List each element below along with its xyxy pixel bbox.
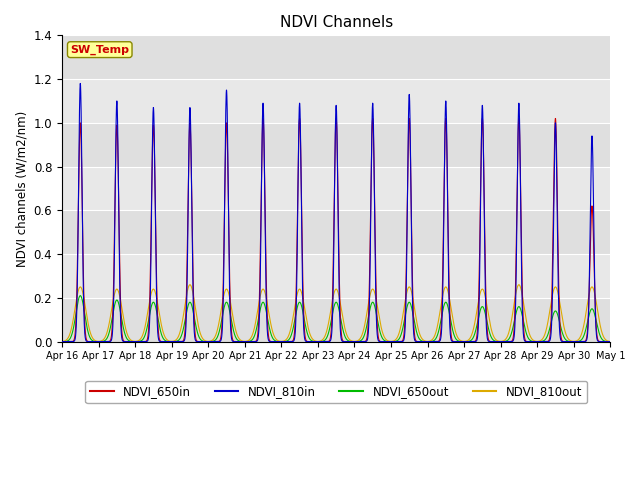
NDVI_810in — [490, 339, 497, 345]
NDVI_810in — [76, 81, 84, 86]
NDVI_810in — [412, 338, 420, 344]
NDVI_810out — [607, 338, 614, 344]
NDVI_650out — [170, 339, 177, 345]
NDVI_810out — [412, 313, 420, 319]
NDVI_810in — [607, 339, 614, 345]
NDVI_810out — [264, 300, 271, 306]
NDVI_650out — [175, 336, 183, 342]
NDVI_810out — [515, 282, 523, 288]
NDVI_650in — [175, 339, 183, 345]
Bar — [62, 123, 611, 167]
NDVI_810in — [264, 328, 271, 334]
Bar — [62, 210, 611, 254]
NDVI_650out — [605, 339, 612, 345]
NDVI_650in — [490, 339, 497, 345]
NDVI_810in — [58, 339, 66, 345]
NDVI_650out — [58, 339, 66, 345]
NDVI_810out — [58, 338, 66, 344]
Line: NDVI_810in: NDVI_810in — [62, 84, 611, 342]
NDVI_650in — [58, 339, 66, 345]
Y-axis label: NDVI channels (W/m2/nm): NDVI channels (W/m2/nm) — [15, 110, 28, 266]
NDVI_810in — [175, 339, 183, 345]
NDVI_810in — [605, 339, 612, 345]
NDVI_650in — [552, 116, 559, 121]
NDVI_810out — [175, 331, 183, 337]
Legend: NDVI_650in, NDVI_810in, NDVI_650out, NDVI_810out: NDVI_650in, NDVI_810in, NDVI_650out, NDV… — [85, 381, 587, 403]
NDVI_650out — [607, 339, 614, 345]
NDVI_650in — [264, 313, 271, 319]
Bar — [62, 298, 611, 342]
NDVI_650in — [607, 339, 614, 345]
NDVI_650out — [490, 337, 497, 343]
NDVI_650out — [76, 293, 84, 299]
NDVI_650in — [605, 339, 612, 345]
NDVI_650in — [170, 339, 177, 345]
Line: NDVI_650in: NDVI_650in — [62, 119, 611, 342]
Line: NDVI_650out: NDVI_650out — [62, 296, 611, 342]
NDVI_810out — [490, 333, 497, 339]
Line: NDVI_810out: NDVI_810out — [62, 285, 611, 341]
NDVI_810out — [605, 338, 612, 344]
Text: SW_Temp: SW_Temp — [70, 45, 129, 55]
NDVI_650in — [412, 337, 420, 343]
NDVI_810out — [170, 338, 177, 344]
NDVI_650out — [264, 314, 271, 320]
Title: NDVI Channels: NDVI Channels — [280, 15, 393, 30]
NDVI_810in — [170, 339, 177, 345]
Bar — [62, 36, 611, 79]
NDVI_650out — [412, 326, 420, 332]
